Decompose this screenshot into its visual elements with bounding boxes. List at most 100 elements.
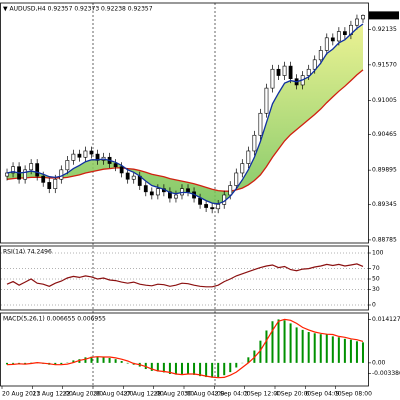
y-tick-label: -0.003386	[372, 370, 400, 377]
macd-bar	[349, 339, 352, 363]
y-tick-label: 0.89895	[372, 167, 397, 174]
candle-body	[53, 178, 58, 189]
rsi-panel	[0, 245, 369, 311]
macd-bar	[126, 362, 129, 364]
candle-body	[216, 204, 221, 210]
x-tick-label: 27 Aug 12:00	[123, 391, 164, 398]
x-tick-label: 22 Aug 20:00	[63, 391, 104, 398]
candle-body	[282, 65, 287, 76]
macd-bar	[150, 362, 153, 371]
x-tick-label: 2 Sep 04:00	[214, 391, 250, 398]
x-tick-label: 20 Aug 2013	[2, 391, 41, 398]
macd-bar	[229, 362, 232, 373]
macd-bar	[343, 338, 346, 363]
macd-bar	[235, 362, 238, 368]
macd-bar	[271, 321, 274, 363]
rsi-label: RSI(14) 74.2496	[3, 249, 52, 256]
macd-bar	[84, 357, 87, 363]
y-tick-label: 70	[372, 265, 380, 272]
candle-body	[330, 37, 335, 42]
macd-bar	[247, 357, 250, 363]
macd-signal-line	[6, 318, 364, 379]
macd-bar	[337, 337, 340, 363]
y-tick-label: 0.91005	[372, 97, 397, 104]
candle-body	[155, 188, 160, 196]
candle-body	[312, 59, 317, 70]
macd-bar	[144, 362, 147, 370]
candle-body	[83, 150, 88, 158]
candle-body	[276, 68, 281, 76]
macd-bar	[156, 362, 159, 372]
x-tick-label: 21 Aug 12:00	[32, 391, 73, 398]
macd-bar	[331, 336, 334, 363]
candle-body	[264, 87, 269, 114]
x-tick-label: 6 Sep 04:00	[305, 391, 341, 398]
macd-bar	[211, 362, 214, 378]
candle-body	[59, 169, 64, 180]
candle-body	[336, 31, 341, 42]
candle-body	[131, 175, 136, 180]
candle-body	[149, 191, 154, 196]
candle-body	[234, 172, 239, 186]
macd-bar	[289, 323, 292, 363]
y-tick-label: 0.91570	[372, 61, 397, 68]
y-tick-label: 0.00	[372, 359, 386, 366]
price-panel	[0, 2, 369, 244]
macd-bar	[265, 330, 268, 363]
candle-body	[125, 172, 130, 180]
macd-bar	[223, 362, 226, 376]
candle-body	[204, 204, 209, 208]
macd-bar	[114, 359, 117, 363]
candle-body	[23, 169, 28, 180]
macd-bar	[90, 356, 93, 363]
candle-body	[29, 163, 34, 171]
candle-body	[258, 112, 263, 136]
y-tick-label: 0.014127	[372, 316, 400, 323]
x-tick-label: 30 Aug 04:00	[184, 391, 225, 398]
y-tick-label: 50	[372, 276, 380, 283]
candle-body	[174, 194, 178, 199]
y-tick-label: 30	[372, 286, 380, 293]
macd-bar	[168, 362, 171, 374]
y-tick-label: 0.89345	[372, 201, 397, 208]
macd-bar	[108, 357, 111, 363]
macd-bar	[217, 362, 220, 378]
candle-body	[288, 65, 293, 79]
macd-bar	[313, 333, 316, 363]
ma-slow-line	[6, 69, 364, 192]
candle-body	[71, 153, 76, 161]
macd-bar	[361, 342, 364, 363]
macd-bar	[301, 329, 304, 363]
x-tick-label: 26 Aug 04:00	[93, 391, 134, 398]
macd-bar	[72, 360, 75, 363]
candle-body	[361, 15, 365, 20]
chart-title: ▼ AUDUSD,H4 0.92357 0.92373 0.92238 0.92…	[3, 6, 153, 13]
candle-body	[210, 207, 215, 210]
candle-body	[186, 188, 190, 193]
candle-body	[77, 153, 82, 158]
candle-body	[228, 185, 233, 196]
macd-bar	[283, 320, 286, 363]
panel-frames	[0, 2, 369, 387]
candle-body	[355, 18, 359, 26]
candle-body	[342, 31, 347, 35]
candle-body	[306, 68, 311, 76]
macd-bar	[205, 362, 208, 378]
macd-bar	[60, 362, 63, 365]
macd-bar	[325, 334, 328, 363]
candle-body	[143, 185, 148, 193]
candle-body	[252, 134, 257, 152]
x-tick-label: 9 Sep 08:00	[336, 391, 372, 398]
macd-bar	[187, 362, 190, 374]
y-tick-label: 100	[372, 250, 384, 257]
y-tick-label: 0.88785	[372, 236, 397, 243]
candle-body	[180, 188, 184, 196]
macd-bar	[199, 362, 202, 377]
candle-body	[113, 163, 118, 167]
macd-bar	[6, 362, 9, 365]
y-tick-label: 0.92135	[372, 26, 397, 33]
candle-body	[318, 50, 323, 61]
candle-body	[65, 160, 70, 171]
candle-body	[119, 166, 124, 174]
